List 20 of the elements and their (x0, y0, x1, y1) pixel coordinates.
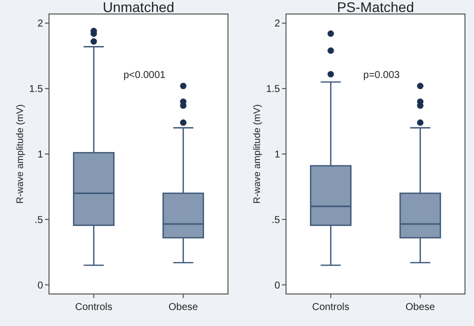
y-tick-label: 0 (274, 280, 280, 292)
x-tick-label: Controls (75, 302, 112, 313)
y-tick-label: 1.5 (29, 84, 44, 96)
y-tick-label: 1 (274, 150, 280, 160)
x-tick-label: Obese (168, 302, 198, 313)
y-tick-label: 0 (37, 280, 44, 292)
y-tick-label: .5 (34, 214, 44, 226)
y-tick-label: 2 (37, 18, 44, 30)
chart-title: Unmatched (102, 0, 174, 15)
chart-title: PS-Matched (336, 0, 414, 15)
y-axis-title: R-wave amplitude (mV) (252, 104, 263, 204)
y-tick-label: .5 (272, 214, 280, 226)
y-tick-label: 1 (37, 150, 44, 160)
y-axis-title: R-wave amplitude (mV) (15, 104, 26, 204)
x-tick-label: Controls (312, 302, 350, 313)
annotation: p=0.003 (363, 70, 400, 81)
y-tick-label: 1.5 (266, 84, 280, 96)
x-tick-label: Obese (406, 302, 436, 313)
y-tick-label: 2 (274, 18, 280, 30)
annotation: p<0.0001 (124, 70, 166, 81)
